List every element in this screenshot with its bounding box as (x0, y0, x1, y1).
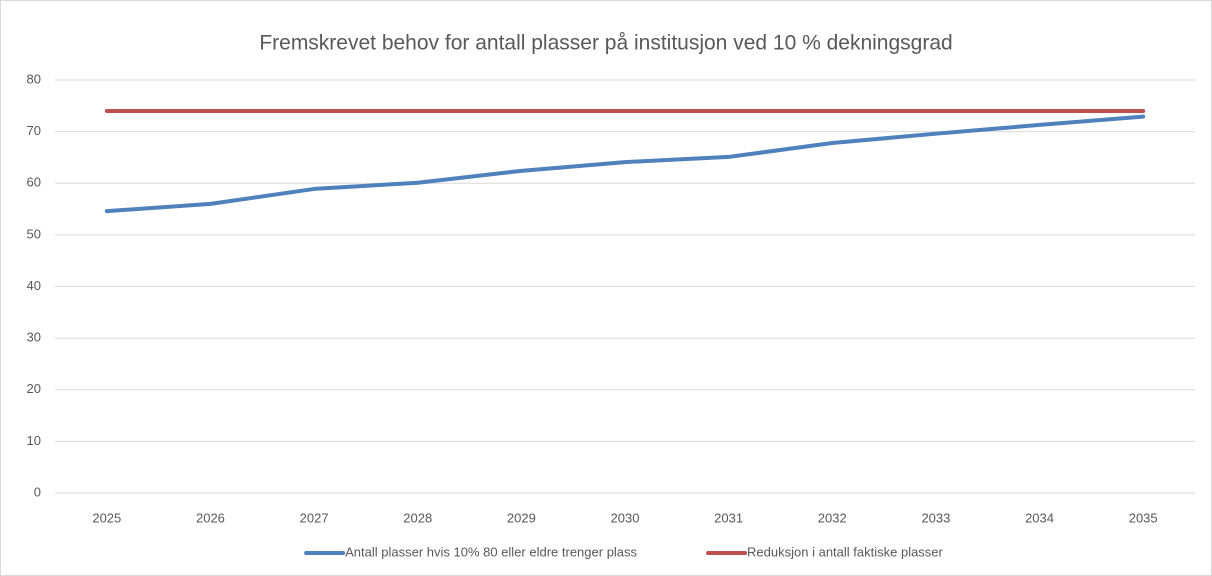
x-tick-label: 2031 (714, 510, 743, 525)
x-tick-label: 2034 (1025, 510, 1054, 525)
x-tick-label: 2033 (921, 510, 950, 525)
y-tick-label: 40 (27, 278, 41, 293)
x-tick-label: 2032 (818, 510, 847, 525)
y-tick-label: 20 (27, 381, 41, 396)
x-tick-label: 2030 (611, 510, 640, 525)
x-tick-label: 2029 (507, 510, 536, 525)
y-tick-label: 60 (27, 175, 41, 190)
y-tick-label: 50 (27, 226, 41, 241)
chart-title: Fremskrevet behov for antall plasser på … (259, 32, 952, 55)
x-tick-label: 2026 (196, 510, 225, 525)
legend-label: Reduksjon i antall faktiske plasser (747, 544, 943, 559)
y-tick-label: 10 (27, 433, 41, 448)
y-tick-label: 30 (27, 330, 41, 345)
line-series (104, 114, 1146, 214)
x-tick-label: 2027 (300, 510, 329, 525)
x-tick-label: 2035 (1129, 510, 1158, 525)
legend-label: Antall plasser hvis 10% 80 eller eldre t… (345, 544, 637, 559)
x-tick-label: 2028 (403, 510, 432, 525)
y-tick-label: 70 (27, 123, 41, 138)
y-tick-label: 0 (34, 484, 41, 499)
y-tick-label: 80 (27, 71, 41, 86)
x-tick-label: 2025 (92, 510, 121, 525)
